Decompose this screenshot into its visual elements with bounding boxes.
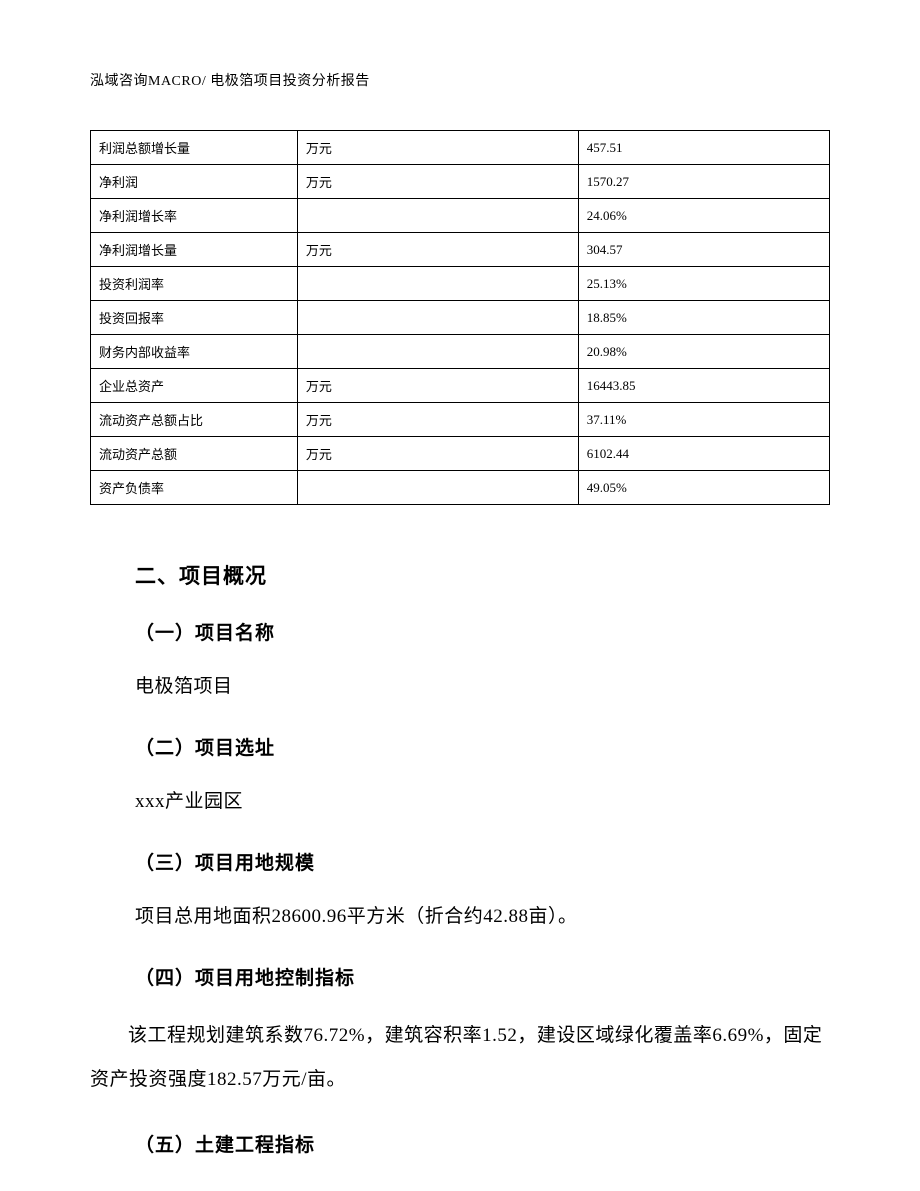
- table-row: 净利润增长量 万元 304.57: [91, 233, 830, 267]
- table-cell-unit: [297, 471, 578, 505]
- body-text-4: 该工程规划建筑系数76.72%，建筑容积率1.52，建设区域绿化覆盖率6.69%…: [90, 1014, 830, 1101]
- table-cell-value: 1570.27: [578, 165, 829, 199]
- table-row: 利润总额增长量 万元 457.51: [91, 131, 830, 165]
- table-cell-value: 457.51: [578, 131, 829, 165]
- table-cell-unit: 万元: [297, 369, 578, 403]
- header-text: 泓域咨询MACRO/ 电极箔项目投资分析报告: [90, 74, 370, 89]
- sub-title-4: （四）项目用地控制指标: [135, 963, 830, 990]
- table-cell-unit: 万元: [297, 403, 578, 437]
- table-cell-label: 利润总额增长量: [91, 131, 298, 165]
- table-row: 资产负债率 49.05%: [91, 471, 830, 505]
- content-area: 二、项目概况 （一）项目名称 电极箔项目 （二）项目选址 xxx产业园区 （三）…: [90, 560, 830, 1157]
- table-cell-unit: [297, 335, 578, 369]
- table-cell-label: 资产负债率: [91, 471, 298, 505]
- page-header: 泓域咨询MACRO/ 电极箔项目投资分析报告: [90, 70, 830, 90]
- body-text-3: 项目总用地面积28600.96平方米（折合约42.88亩）。: [135, 899, 830, 935]
- sub-title-2: （二）项目选址: [135, 733, 830, 760]
- table-cell-unit: [297, 199, 578, 233]
- table-row: 投资回报率 18.85%: [91, 301, 830, 335]
- sub-title-5: （五）土建工程指标: [135, 1130, 830, 1157]
- table-cell-unit: 万元: [297, 437, 578, 471]
- table-body: 利润总额增长量 万元 457.51 净利润 万元 1570.27 净利润增长率 …: [91, 131, 830, 505]
- table-cell-unit: 万元: [297, 233, 578, 267]
- table-cell-value: 20.98%: [578, 335, 829, 369]
- section-title-main: 二、项目概况: [135, 560, 830, 590]
- financial-table: 利润总额增长量 万元 457.51 净利润 万元 1570.27 净利润增长率 …: [90, 130, 830, 505]
- table-cell-unit: 万元: [297, 131, 578, 165]
- sub-title-3: （三）项目用地规模: [135, 848, 830, 875]
- table-cell-label: 企业总资产: [91, 369, 298, 403]
- table-cell-value: 18.85%: [578, 301, 829, 335]
- table-row: 净利润增长率 24.06%: [91, 199, 830, 233]
- table-cell-label: 净利润: [91, 165, 298, 199]
- table-cell-unit: [297, 267, 578, 301]
- table-row: 流动资产总额占比 万元 37.11%: [91, 403, 830, 437]
- table-cell-label: 投资利润率: [91, 267, 298, 301]
- table-cell-label: 净利润增长量: [91, 233, 298, 267]
- table-row: 企业总资产 万元 16443.85: [91, 369, 830, 403]
- sub-title-1: （一）项目名称: [135, 618, 830, 645]
- table-cell-value: 6102.44: [578, 437, 829, 471]
- table-cell-unit: [297, 301, 578, 335]
- table-cell-label: 财务内部收益率: [91, 335, 298, 369]
- table-cell-value: 49.05%: [578, 471, 829, 505]
- table-cell-value: 304.57: [578, 233, 829, 267]
- table-cell-label: 净利润增长率: [91, 199, 298, 233]
- table-cell-value: 37.11%: [578, 403, 829, 437]
- table-cell-value: 24.06%: [578, 199, 829, 233]
- table-cell-label: 流动资产总额占比: [91, 403, 298, 437]
- table-cell-label: 投资回报率: [91, 301, 298, 335]
- body-text-1: 电极箔项目: [135, 669, 830, 705]
- table-row: 流动资产总额 万元 6102.44: [91, 437, 830, 471]
- table-cell-value: 16443.85: [578, 369, 829, 403]
- table-row: 净利润 万元 1570.27: [91, 165, 830, 199]
- table-cell-label: 流动资产总额: [91, 437, 298, 471]
- table-cell-value: 25.13%: [578, 267, 829, 301]
- table-row: 投资利润率 25.13%: [91, 267, 830, 301]
- table-row: 财务内部收益率 20.98%: [91, 335, 830, 369]
- table-cell-unit: 万元: [297, 165, 578, 199]
- body-text-2: xxx产业园区: [135, 784, 830, 820]
